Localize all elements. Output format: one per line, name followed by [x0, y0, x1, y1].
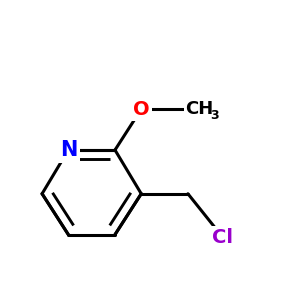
Text: Cl: Cl [212, 228, 233, 247]
Text: CH: CH [185, 100, 213, 118]
Text: 3: 3 [210, 109, 218, 122]
Text: O: O [133, 100, 150, 119]
Text: N: N [60, 140, 77, 160]
